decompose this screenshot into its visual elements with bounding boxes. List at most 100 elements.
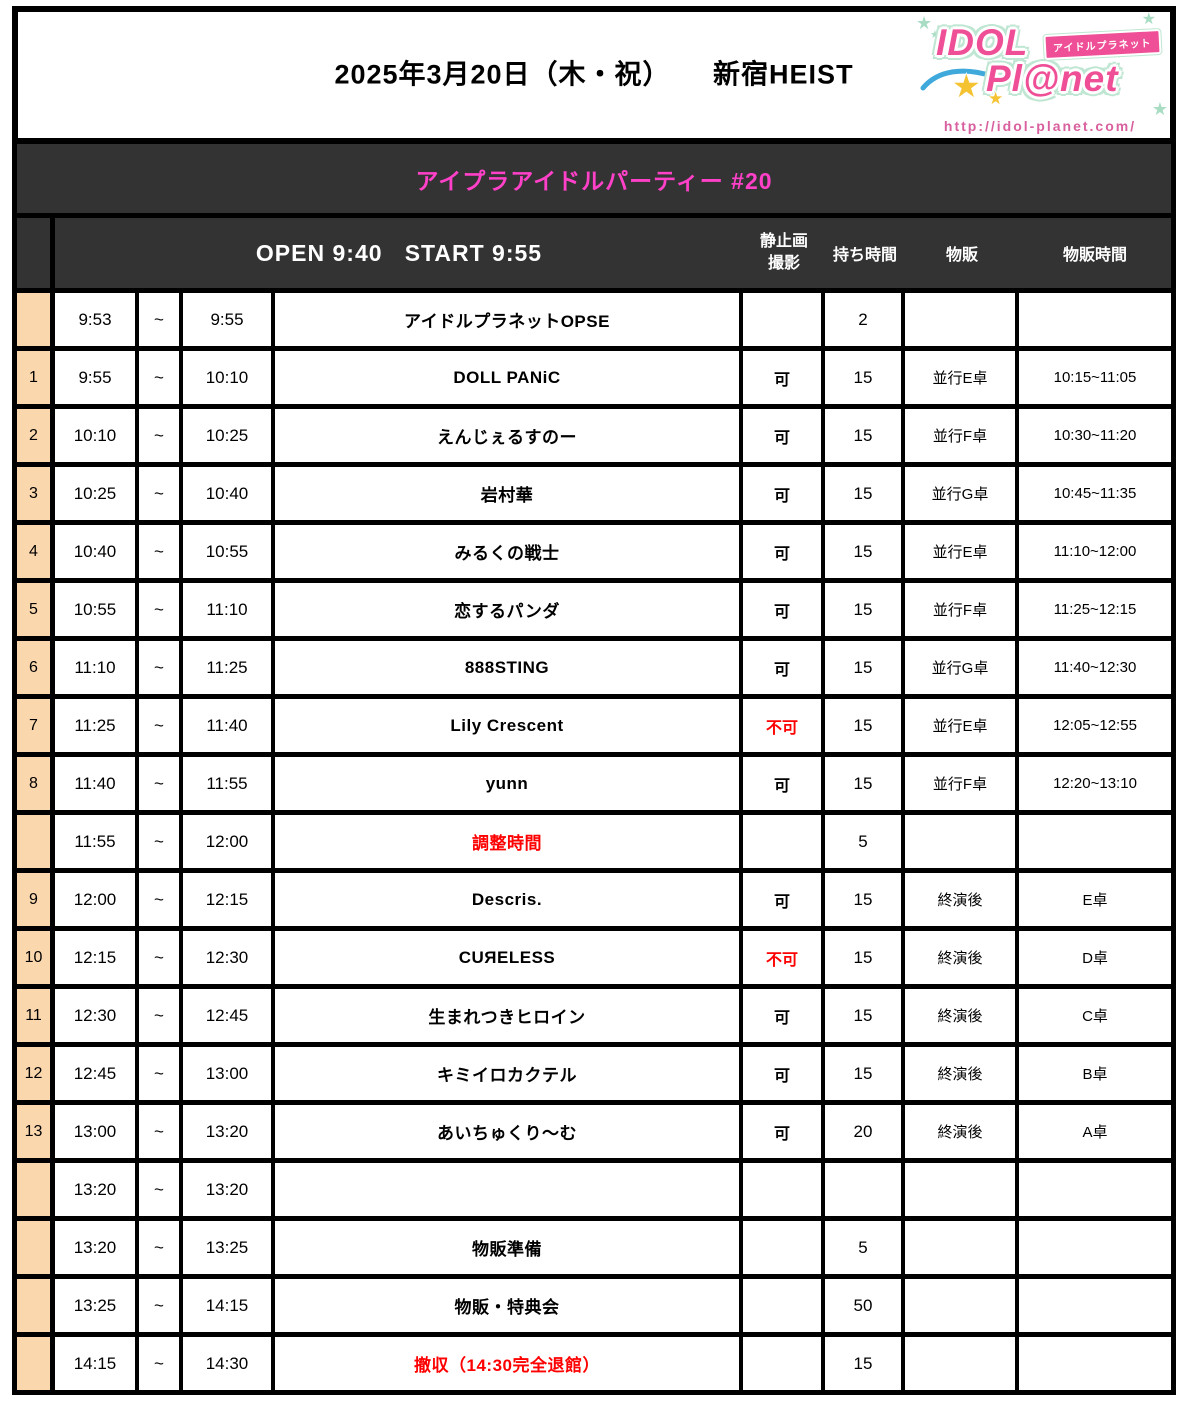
- goods-table: 終演後: [905, 989, 1019, 1042]
- timetable: OPEN 9:40 START 9:55 静止画 撮影 持ち時間 物販 物販時間…: [12, 218, 1176, 1395]
- photo-permission: [743, 293, 825, 346]
- row-number: [17, 815, 55, 868]
- table-row: 13:20 ~13:20: [17, 1163, 1171, 1221]
- start-time: 10:40: [55, 525, 139, 578]
- goods-table: [905, 293, 1019, 346]
- duration-minutes: 15: [825, 989, 905, 1042]
- start-time: 10:55: [55, 583, 139, 636]
- table-row: 3 10:25 ~10:40 岩村華可 15 並行G卓 10:45~11:35: [17, 467, 1171, 525]
- end-time: 13:20: [183, 1105, 275, 1158]
- duration-minutes: 5: [825, 1221, 905, 1274]
- logo-url: http://idol-planet.com/: [943, 118, 1137, 134]
- photo-permission: 可: [743, 1047, 825, 1100]
- end-time: 11:55: [183, 757, 275, 810]
- goods-table: 並行G卓: [905, 641, 1019, 694]
- goods-time: 10:15~11:05: [1053, 369, 1137, 386]
- start-time: 12:00: [55, 873, 139, 926]
- goods-time: 10:30~11:20: [1053, 427, 1137, 444]
- duration-minutes: [825, 1163, 905, 1216]
- photo-permission: 不可: [743, 699, 825, 752]
- act-name: 岩村華: [275, 467, 743, 520]
- act-name: えんじぇるすのー: [275, 409, 743, 462]
- photo-permission: 可: [743, 641, 825, 694]
- table-body: 9:53 ~9:55 アイドルプラネットOPSE 2 1 9:55 ~10:10 DOLL P…: [17, 293, 1171, 1395]
- goods-time: E卓: [1082, 892, 1108, 909]
- start-time: 13:20: [55, 1163, 139, 1216]
- goods-table: 終演後: [905, 873, 1019, 926]
- table-row: 6 11:10 ~11:25 888STING 可 15 並行G卓 11:40~12:30: [17, 641, 1171, 699]
- table-row: 2 10:10 ~10:25 えんじぇるすのー可 15 並行F卓 10:30~11:20: [17, 409, 1171, 467]
- start-time: 9:53: [55, 293, 139, 346]
- time-separator: ~: [139, 1221, 183, 1274]
- event-title-bar: アイプラアイドルパーティー #20: [12, 144, 1176, 218]
- row-number: [17, 1163, 55, 1216]
- time-separator: ~: [139, 351, 183, 404]
- goods-time: [1019, 293, 1171, 346]
- star-icon: ★: [1151, 99, 1168, 119]
- row-number: 3: [17, 467, 55, 520]
- row-number: [17, 293, 55, 346]
- photo-permission: 可: [743, 409, 825, 462]
- act-name: 888STING: [275, 641, 743, 694]
- act-name: Lily Crescent: [275, 699, 743, 752]
- time-separator: ~: [139, 525, 183, 578]
- table-header-row: OPEN 9:40 START 9:55 静止画 撮影 持ち時間 物販 物販時間: [17, 218, 1171, 293]
- row-number: 2: [17, 409, 55, 462]
- duration-minutes: 50: [825, 1279, 905, 1332]
- start-time: 13:20: [55, 1221, 139, 1274]
- time-separator: ~: [139, 1105, 183, 1158]
- logo-ribbon: アイドルプラネット: [1043, 28, 1162, 61]
- goods-time: [1019, 1279, 1171, 1332]
- goods-table: 並行E卓: [905, 699, 1019, 752]
- time-separator: ~: [139, 873, 183, 926]
- act-name: 物販準備: [275, 1221, 743, 1274]
- act-name: キミイロカクテル: [275, 1047, 743, 1100]
- duration-minutes: 15: [825, 525, 905, 578]
- duration-minutes: 15: [825, 757, 905, 810]
- duration-minutes: 15: [825, 467, 905, 520]
- table-row: 4 10:40 ~10:55 みるくの戦士可 15 並行E卓 11:10~12:00: [17, 525, 1171, 583]
- goods-table: 終演後: [905, 1105, 1019, 1158]
- start-time: 10:25: [55, 467, 139, 520]
- row-number: 13: [17, 1105, 55, 1158]
- time-separator: ~: [139, 1163, 183, 1216]
- row-number: 4: [17, 525, 55, 578]
- act-name: DOLL PANiC: [275, 351, 743, 404]
- time-separator: ~: [139, 583, 183, 636]
- photo-permission: [743, 815, 825, 868]
- start-time: 14:15: [55, 1337, 139, 1390]
- end-time: 12:45: [183, 989, 275, 1042]
- swoosh-icon: [920, 68, 995, 91]
- act-name: CUЯELESS: [275, 931, 743, 984]
- star-icon: ★: [1141, 11, 1156, 28]
- goods-time: B卓: [1082, 1066, 1108, 1083]
- row-number: 5: [17, 583, 55, 636]
- goods-time: 10:45~11:35: [1053, 485, 1137, 502]
- duration-minutes: 15: [825, 351, 905, 404]
- logo-idol-text: IDOL: [936, 22, 1029, 63]
- goods-time: D卓: [1082, 950, 1108, 967]
- end-time: 10:10: [183, 351, 275, 404]
- end-time: 12:15: [183, 873, 275, 926]
- end-time: 10:25: [183, 409, 275, 462]
- goods-time: [1019, 1163, 1171, 1216]
- start-time: 13:25: [55, 1279, 139, 1332]
- page-title: 2025年3月20日（木・祝） 新宿HEIST: [334, 59, 854, 90]
- table-row: 8 11:40 ~11:55 yunn 可 15 並行F卓 12:20~13:10: [17, 757, 1171, 815]
- header-photo-line1: 静止画: [759, 233, 808, 251]
- start-time: 12:45: [55, 1047, 139, 1100]
- act-name: [275, 1163, 743, 1216]
- table-row: 11 12:30 ~12:45 生まれつきヒロイン可 15 終演後 C卓: [17, 989, 1171, 1047]
- header-goods: 物販: [945, 247, 978, 264]
- open-start-label: OPEN 9:40 START 9:55: [255, 239, 543, 266]
- row-number: 10: [17, 931, 55, 984]
- duration-minutes: 5: [825, 815, 905, 868]
- row-number: 9: [17, 873, 55, 926]
- goods-time: 11:10~12:00: [1053, 543, 1137, 560]
- act-name: yunn: [275, 757, 743, 810]
- star-icon: ★: [952, 68, 981, 104]
- header-photo-line2: 撮影: [767, 255, 800, 272]
- goods-time: 12:05~12:55: [1053, 717, 1137, 734]
- table-row: 11:55 ~12:00 調整時間 5: [17, 815, 1171, 873]
